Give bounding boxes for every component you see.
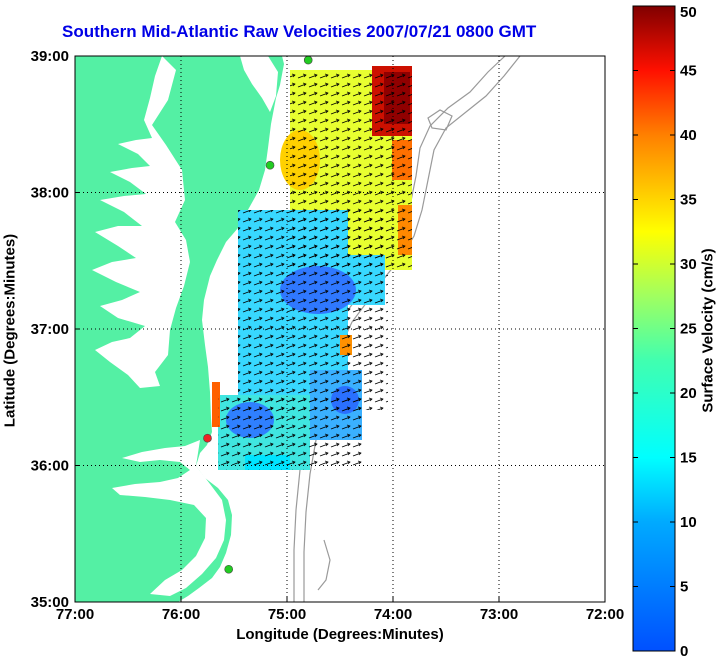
y-tick-label: 38:00 [31,185,69,202]
x-tick-label: 75:00 [268,606,306,623]
colorbar-tick-label: 45 [680,63,697,80]
colorbar-tick-label: 5 [680,579,688,596]
station-marker [303,55,313,65]
colorbar-tick-label: 0 [680,643,688,659]
colorbar-tick-label: 40 [680,127,697,144]
colorbar [632,5,676,652]
y-tick-label: 39:00 [31,48,69,65]
x-tick-label: 73:00 [480,606,518,623]
map-title: Southern Mid-Atlantic Raw Velocities 200… [62,22,537,41]
x-tick-label: 76:00 [162,606,200,623]
colorbar-tick-label: 30 [680,256,697,273]
chesapeake-bay [92,56,190,388]
colorbar-tick-label: 15 [680,450,697,467]
pamlico-sound [112,440,226,596]
x-tick-label: 72:00 [586,606,624,623]
station-marker [203,433,212,443]
y-tick-label: 37:00 [31,321,69,338]
colorbar-tick-label: 35 [680,192,697,209]
colorbar-tick-label: 10 [680,514,697,531]
station-markers [203,55,313,574]
station-marker [224,564,233,574]
x-tick-label: 77:00 [56,606,94,623]
colorbar-tick-label: 50 [680,4,697,21]
grid-lines [75,56,605,602]
colorbar-tick-label: 25 [680,321,697,338]
station-marker [265,160,275,170]
delaware-bay [240,56,278,112]
velocity-field [212,66,412,470]
colorbar-tick-label: 20 [680,385,697,402]
y-tick-label: 36:00 [31,458,69,475]
x-tick-label: 74:00 [374,606,412,623]
y-tick-label: 35:00 [31,594,69,611]
x-axis-label: Longitude (Degrees:Minutes) [236,626,444,643]
